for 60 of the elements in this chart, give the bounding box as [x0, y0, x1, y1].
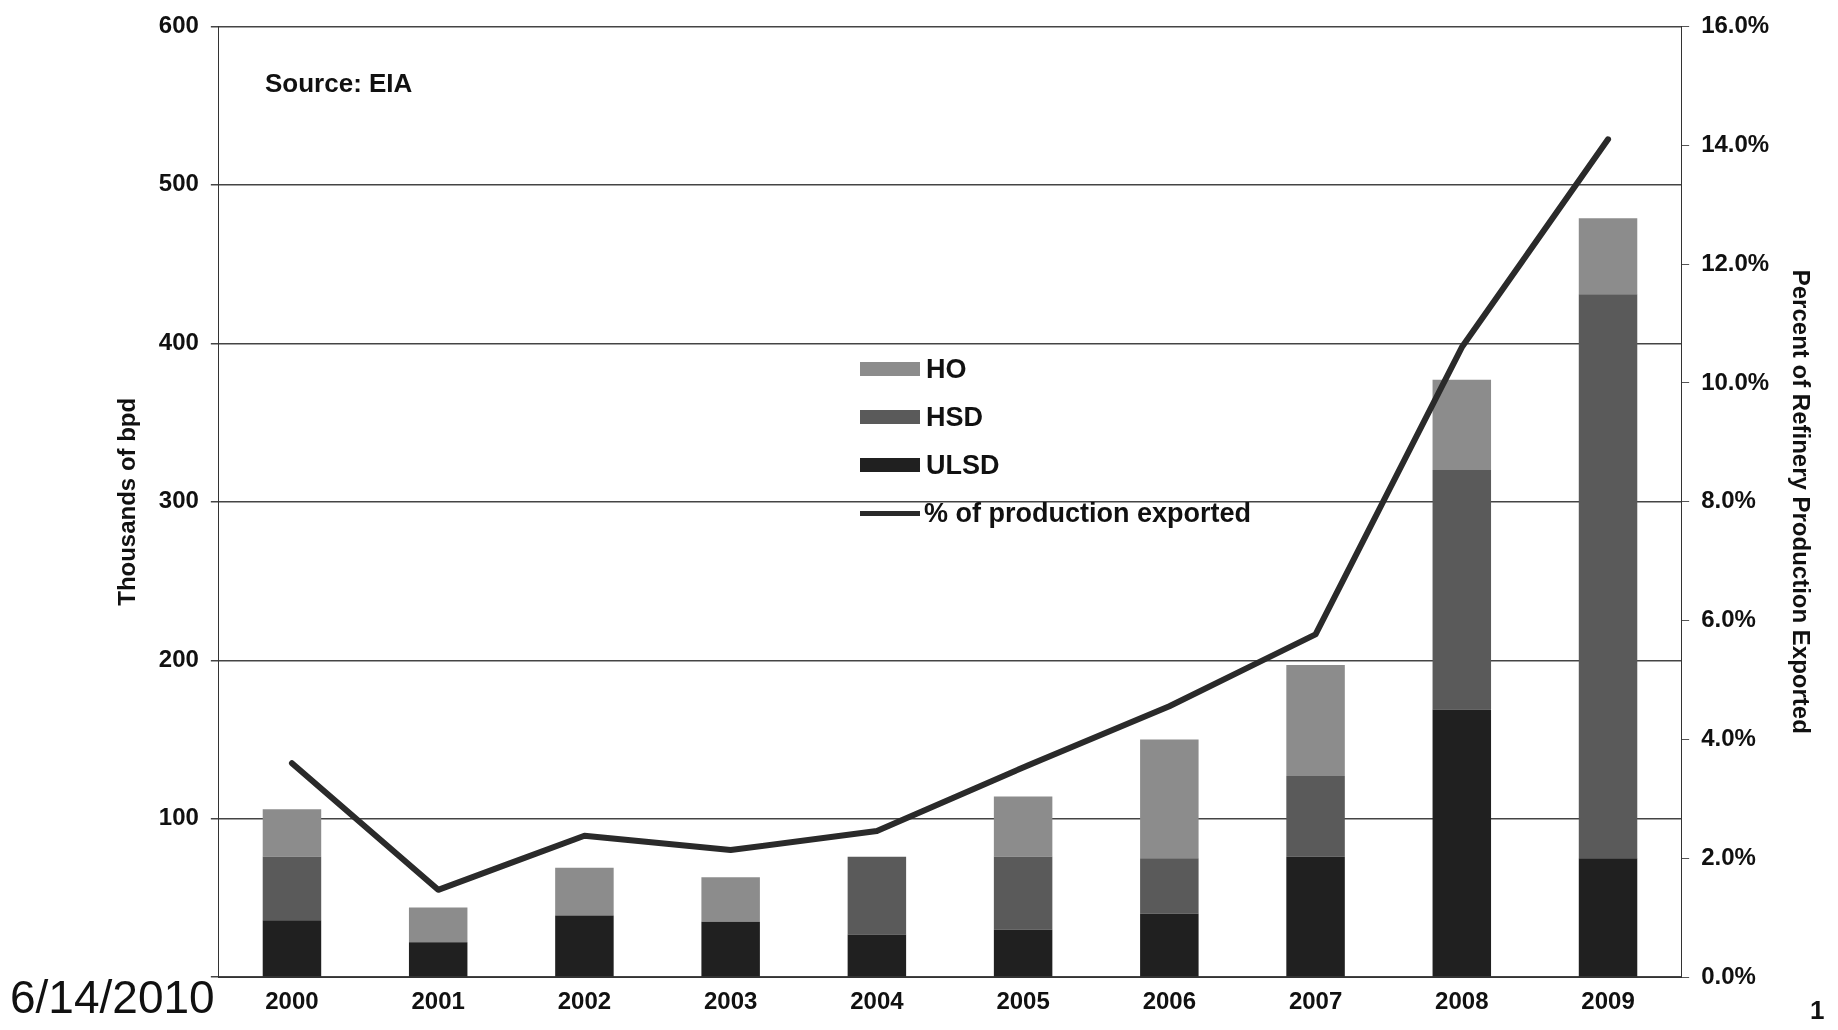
x-tick-label: 2001 — [411, 987, 465, 1015]
y2-tick-label: 4.0% — [1701, 724, 1756, 752]
x-tick-label: 2004 — [850, 987, 905, 1015]
x-tick-label: 2002 — [557, 987, 612, 1015]
y2-tick-label: 6.0% — [1701, 605, 1756, 633]
x-tick-label: 2009 — [1581, 987, 1635, 1015]
bar — [408, 907, 468, 943]
legend-label: % of production exported — [924, 497, 1251, 529]
bar — [1432, 709, 1492, 977]
annotation: Source: EIA — [265, 68, 413, 99]
bar — [1140, 913, 1199, 977]
x-tick-label: 2003 — [703, 987, 758, 1015]
bar — [1140, 858, 1199, 914]
y2-tick-label: 14.0% — [1701, 129, 1770, 157]
bar — [262, 856, 322, 921]
x-tick-label: 2005 — [996, 987, 1050, 1015]
y2-tick-label: 16.0% — [1701, 11, 1770, 39]
x-tick-label: 2000 — [265, 987, 319, 1015]
y-tick-label: 600 — [158, 11, 199, 39]
bar — [701, 877, 760, 922]
x-tick-label: 2007 — [1288, 987, 1343, 1015]
bar — [1578, 294, 1638, 859]
bar — [1578, 218, 1638, 295]
y2-tick-label: 8.0% — [1701, 486, 1756, 514]
bar — [1286, 665, 1345, 776]
legend-label: ULSD — [926, 449, 1000, 481]
bar — [408, 942, 468, 977]
bar — [993, 856, 1053, 930]
y2-tick-label: 12.0% — [1701, 248, 1770, 276]
bar — [847, 934, 907, 977]
y-tick-label: 100 — [158, 803, 199, 831]
y-tick-label: 500 — [158, 169, 199, 197]
y-tick-label: 200 — [158, 644, 199, 672]
legend-label: HO — [926, 353, 967, 385]
bar — [1286, 856, 1345, 977]
x-tick-label: 2006 — [1142, 987, 1197, 1015]
bar — [1286, 775, 1345, 857]
text: 6/14/2010 — [10, 970, 215, 1024]
text: 1 — [1810, 995, 1825, 1026]
y-axis-title: Thousands of bpd — [113, 397, 141, 606]
x-tick-label: 2008 — [1435, 987, 1489, 1015]
bar — [847, 856, 907, 935]
legend-label: HSD — [926, 401, 984, 433]
bar — [1578, 858, 1638, 977]
bar — [1140, 739, 1199, 859]
bar — [555, 915, 614, 977]
y-tick-label: 400 — [158, 327, 199, 355]
bar — [1432, 379, 1492, 471]
bar — [262, 920, 322, 977]
bar — [262, 809, 322, 857]
bar — [993, 796, 1053, 857]
bar — [701, 921, 760, 977]
bar — [555, 867, 614, 916]
y2-tick-label: 0.0% — [1701, 961, 1756, 989]
y2-tick-label: 2.0% — [1701, 842, 1756, 870]
y-tick-label: 300 — [158, 486, 199, 514]
bar — [993, 929, 1053, 977]
y2-tick-label: 10.0% — [1701, 367, 1770, 395]
y2-axis-title: Percent of Refinery Production Exported — [1787, 269, 1815, 734]
bar — [1432, 470, 1492, 710]
